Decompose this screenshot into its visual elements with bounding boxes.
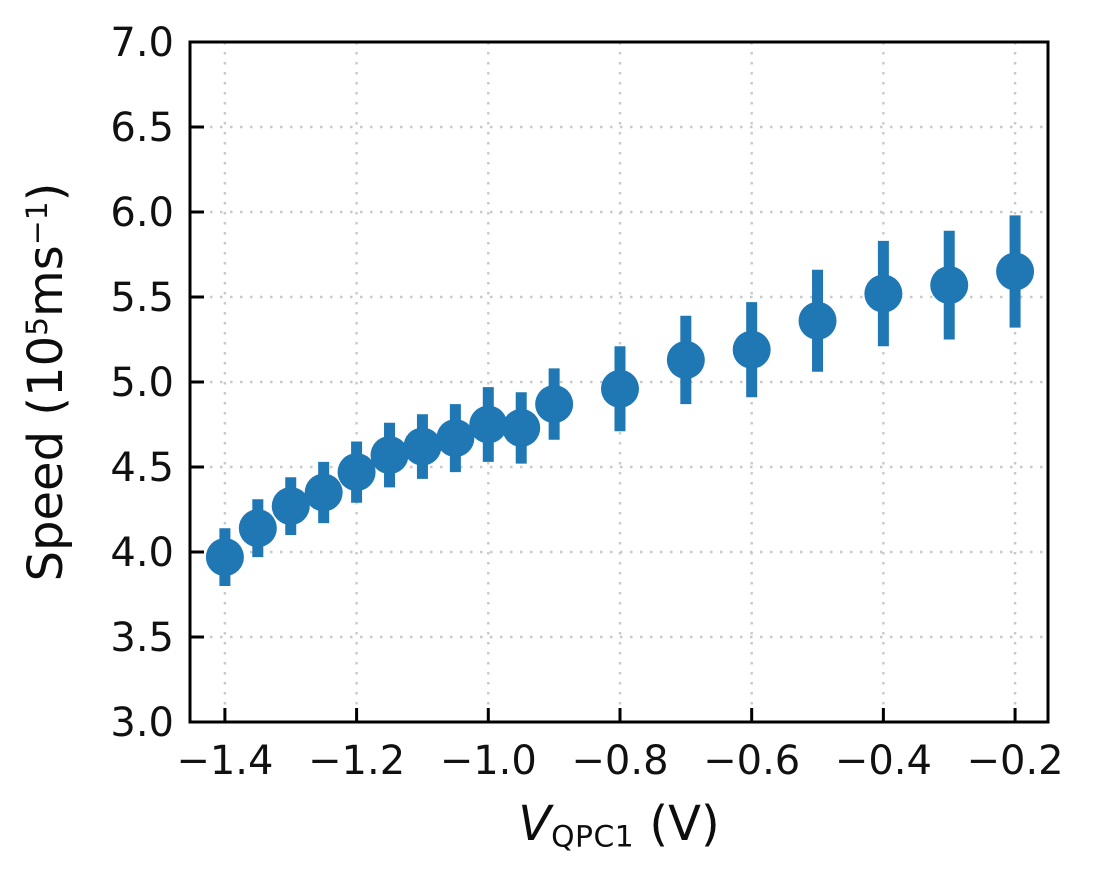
data-point xyxy=(600,369,639,408)
x-tick-label: −0.4 xyxy=(835,738,932,784)
x-tick-label: −1.0 xyxy=(440,738,537,784)
y-tick-label: 5.5 xyxy=(110,275,174,321)
data-point xyxy=(996,252,1035,291)
data-point xyxy=(436,419,475,458)
tick-labels: −1.4 −1.2 −1.0 −0.8 −0.6 −0.4 −0.2 3.0 3.5 4.0 4.5… xyxy=(110,20,1063,784)
y-tick-label: 3.5 xyxy=(110,615,174,661)
x-tick-label: −0.2 xyxy=(967,738,1064,784)
y-axis-label-text: Speed (10 xyxy=(18,335,74,582)
data-point xyxy=(732,330,771,369)
data-point xyxy=(502,408,541,447)
y-axis-label-exponent: 5 xyxy=(20,316,56,336)
y-axis-label-close: ) xyxy=(18,182,74,202)
x-tick-label: −0.8 xyxy=(571,738,668,784)
y-axis-label-units: ms xyxy=(18,245,74,317)
x-tick-label: −1.2 xyxy=(308,738,405,784)
data-point xyxy=(370,436,409,475)
y-tick-label: 3.0 xyxy=(110,700,174,746)
y-tick-label: 4.0 xyxy=(110,530,174,576)
data-point xyxy=(271,487,310,526)
data-point xyxy=(798,301,837,340)
data-point xyxy=(930,266,969,305)
y-axis-label-exponent-2: −1 xyxy=(20,201,56,246)
y-tick-label: 6.0 xyxy=(110,190,174,236)
data-point xyxy=(238,509,277,548)
x-axis-subscript: QPC1 xyxy=(551,819,635,855)
data-series xyxy=(205,252,1035,577)
x-axis-variable: V xyxy=(518,796,552,852)
data-point xyxy=(469,405,508,444)
y-tick-label: 4.5 xyxy=(110,445,174,491)
x-axis-label: VQPC1 (V) xyxy=(190,796,1048,855)
data-point xyxy=(337,453,376,492)
y-tick-label: 5.0 xyxy=(110,360,174,406)
x-axis-units: (V) xyxy=(634,796,720,852)
data-point xyxy=(864,274,903,313)
y-tick-label: 7.0 xyxy=(110,20,174,66)
data-point xyxy=(205,538,244,577)
x-tick-label: −1.4 xyxy=(176,738,273,784)
x-tick-label: −0.6 xyxy=(703,738,800,784)
data-point xyxy=(666,340,705,379)
data-point xyxy=(535,385,574,424)
data-point xyxy=(403,427,442,466)
data-point xyxy=(304,473,343,512)
axis-ticks xyxy=(190,40,1017,724)
y-axis-label: Speed (105ms−1) xyxy=(18,183,74,582)
y-tick-label: 6.5 xyxy=(110,105,174,151)
